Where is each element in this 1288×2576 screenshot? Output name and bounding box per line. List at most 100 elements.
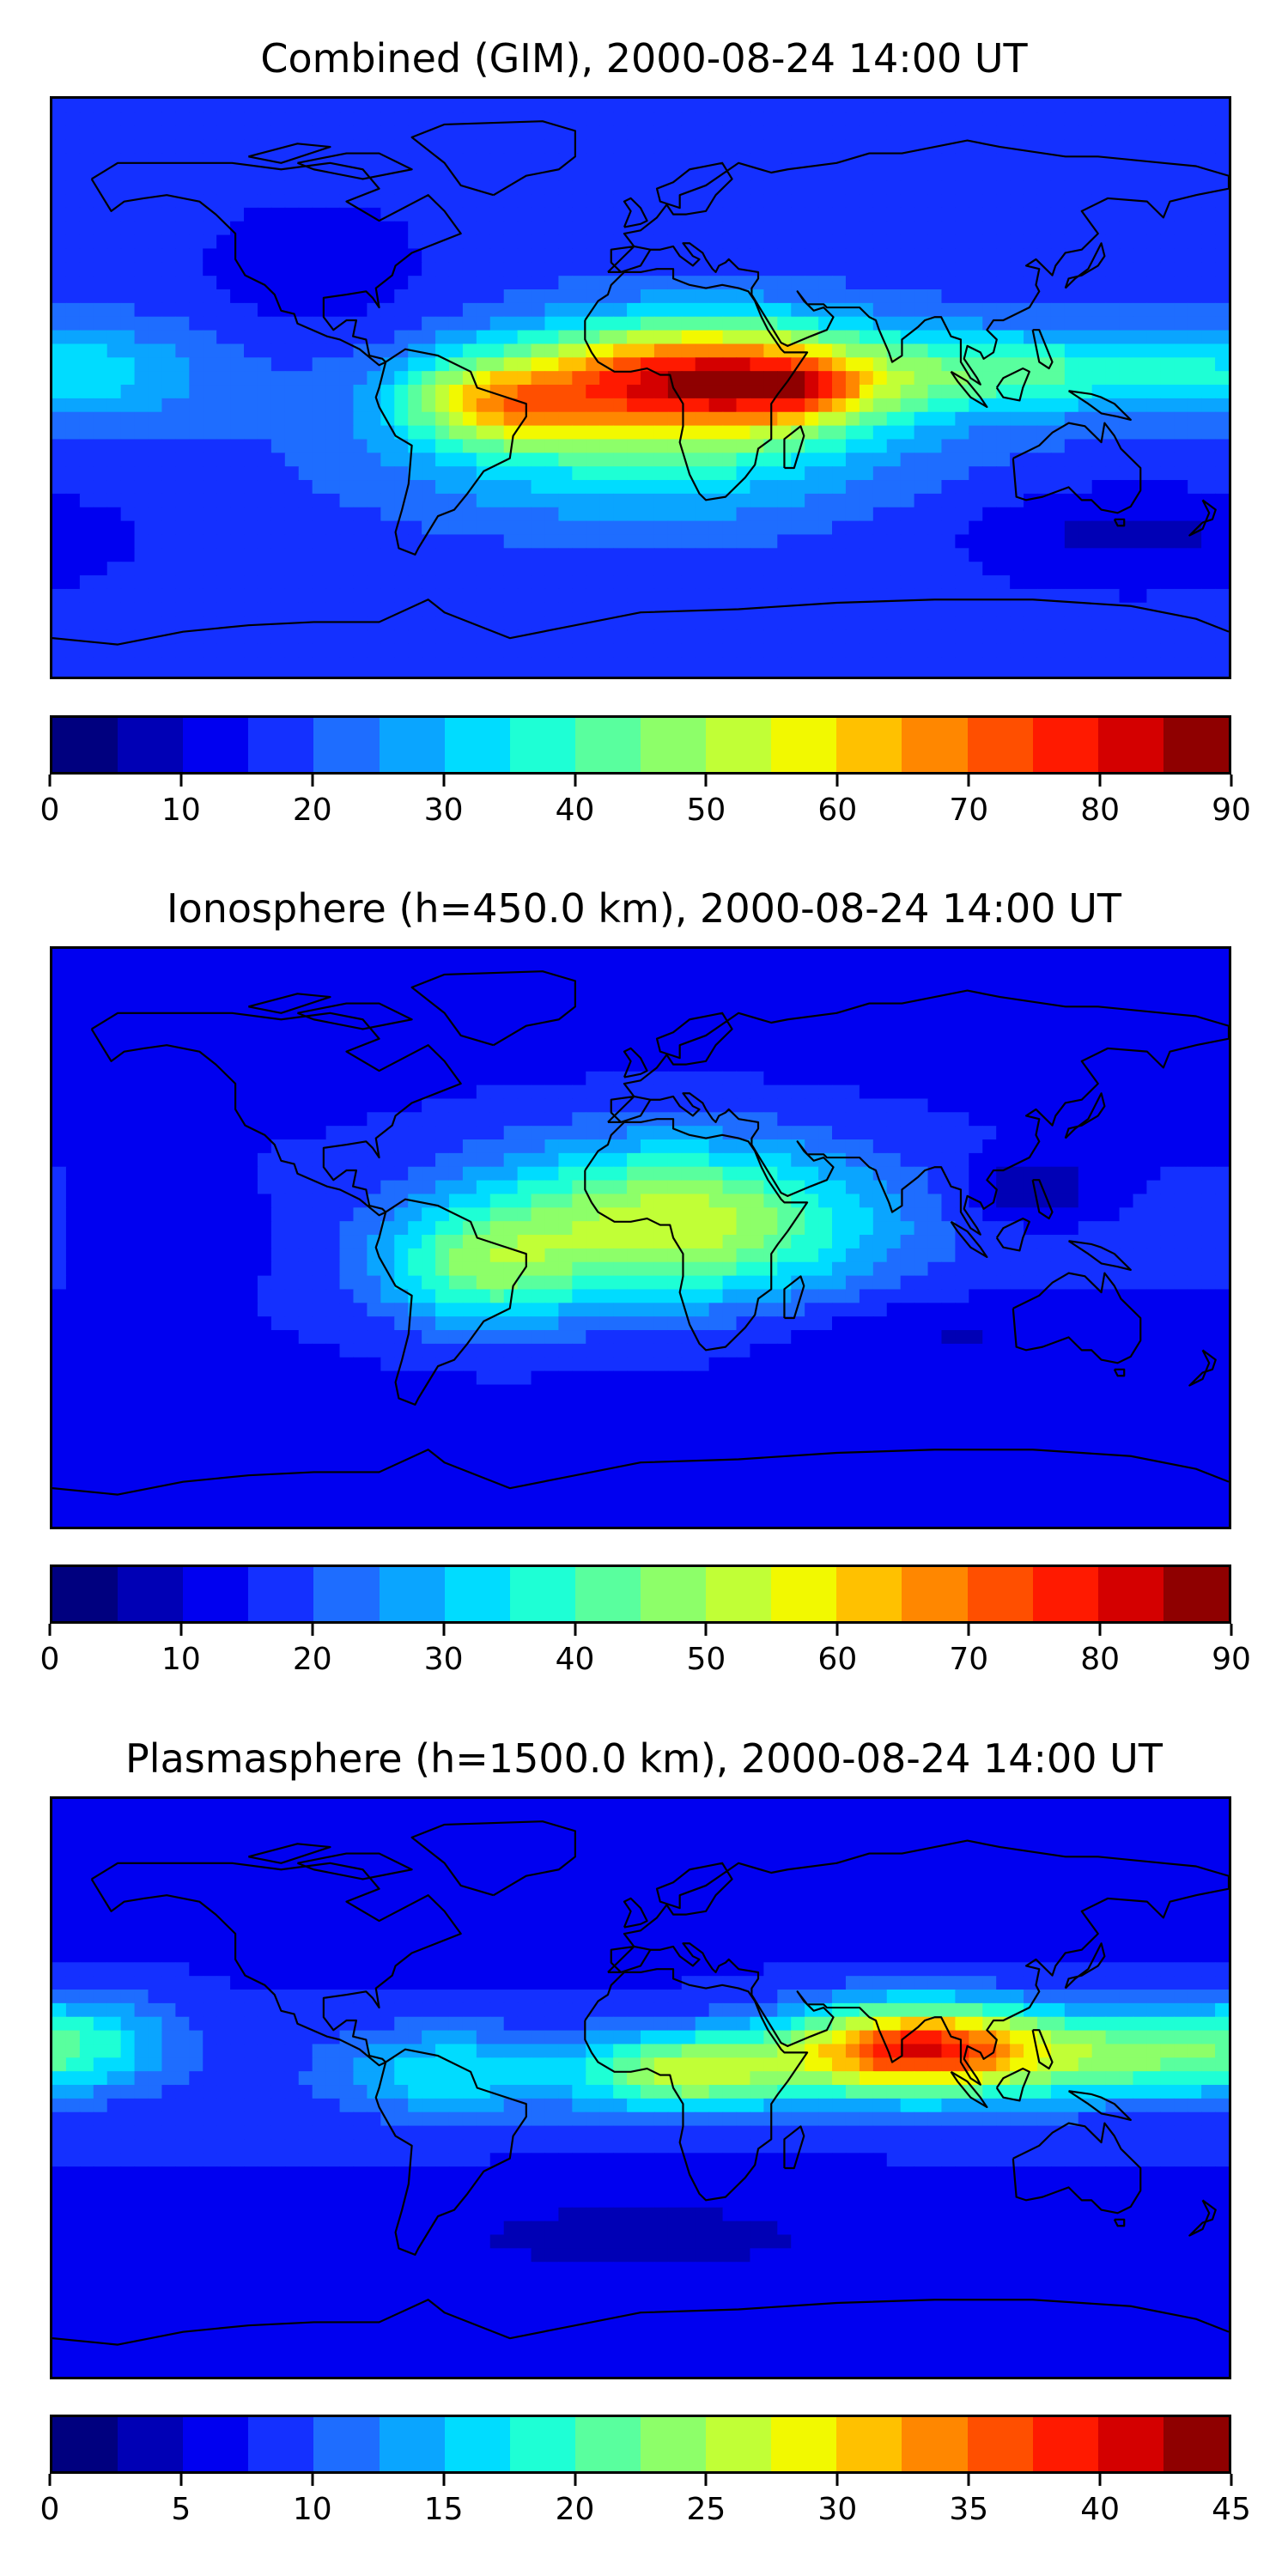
- colorbar-swatch: [379, 2417, 445, 2471]
- colorbar-tick-label: 15: [423, 2492, 464, 2527]
- colorbar-tick-label: 0: [39, 1642, 60, 1677]
- colorbar-swatch: [313, 2417, 380, 2471]
- colorbar-tick-label: 50: [686, 1642, 726, 1677]
- colorbar-tick-label: 50: [686, 793, 726, 828]
- coastline: [1031, 2029, 1054, 2070]
- colorbar-swatch: [509, 718, 575, 772]
- colorbar-swatch: [771, 2417, 837, 2471]
- coastline: [783, 2125, 805, 2170]
- colorbar-swatch: [1163, 2417, 1229, 2471]
- coastline: [1067, 390, 1132, 421]
- coastlines: [52, 120, 1229, 646]
- colorbar-tick: [574, 775, 577, 787]
- colorbar-tick: [967, 2474, 970, 2486]
- tec-field: [52, 99, 1229, 677]
- colorbar-swatch: [1097, 718, 1163, 772]
- coastline: [607, 989, 1229, 1236]
- coastline: [783, 425, 805, 470]
- coastline: [584, 1968, 809, 2202]
- coastline: [995, 1217, 1030, 1252]
- coastline: [374, 2048, 527, 2257]
- coastline: [52, 598, 1229, 646]
- tec-contour-map: [52, 99, 1229, 677]
- colorbar-tick: [1098, 775, 1102, 787]
- colorbar-swatch: [640, 718, 707, 772]
- colorbar-swatch: [1097, 1567, 1163, 1621]
- coastline: [623, 197, 648, 228]
- colorbar-tick: [967, 775, 970, 787]
- colorbar-swatch: [379, 1567, 445, 1621]
- coastline: [607, 139, 1229, 386]
- colorbar-swatch: [836, 718, 902, 772]
- colorbar-tick-label: 70: [949, 1642, 989, 1677]
- colorbar-tick: [442, 1624, 446, 1636]
- colorbar-tick: [574, 2474, 577, 2486]
- coastline: [410, 120, 576, 197]
- coastline: [1188, 499, 1217, 537]
- coastline: [374, 348, 527, 556]
- colorbar-tick: [967, 1624, 970, 1636]
- colorbar-tick: [442, 2474, 446, 2486]
- coastline: [1064, 1942, 1106, 1990]
- coastline: [1064, 1092, 1106, 1139]
- tec-contour-map: [52, 949, 1229, 1527]
- colorbar-swatch: [902, 2417, 968, 2471]
- colorbar-tick: [1230, 775, 1233, 787]
- colorbar-ticks: 0 10 20 30 40 50 60 70 80 90: [40, 775, 1251, 828]
- colorbar-tick: [1230, 2474, 1233, 2486]
- colorbar-tick: [704, 1624, 708, 1636]
- colorbar-swatch: [1097, 2417, 1163, 2471]
- colorbar-swatch: [1032, 718, 1098, 772]
- colorbar-swatch: [1163, 718, 1229, 772]
- colorbar-tick: [311, 775, 314, 787]
- colorbar-tick: [1098, 2474, 1102, 2486]
- tec-field: [52, 949, 1229, 1527]
- colorbar-tick: [48, 1624, 52, 1636]
- colorbar-ticks: 0 10 20 30 40 50 60 70 80 90: [40, 1624, 1251, 1677]
- coastline: [297, 1852, 413, 1880]
- map-ionosphere: [50, 946, 1231, 1529]
- coastline: [623, 1047, 648, 1078]
- coastline: [584, 268, 809, 501]
- colorbar-swatch: [574, 1567, 641, 1621]
- colorbar-tick-label: 40: [555, 793, 595, 828]
- coastline: [1113, 2218, 1126, 2227]
- coastline: [410, 970, 576, 1047]
- colorbar-swatch: [836, 2417, 902, 2471]
- coastline: [1031, 1179, 1054, 1220]
- coastline: [584, 1118, 809, 1352]
- colorbar-tick-label: 80: [1080, 793, 1121, 828]
- colorbar-swatch: [706, 1567, 772, 1621]
- colorbar-swatch: [379, 718, 445, 772]
- colorbar: [50, 1564, 1231, 1624]
- coastline: [783, 1275, 805, 1320]
- colorbar-tick-label: 0: [39, 793, 60, 828]
- colorbar-tick-label: 30: [423, 793, 464, 828]
- colorbar-tick-label: 20: [555, 2492, 595, 2527]
- colorbar-swatch: [706, 718, 772, 772]
- coastline: [1067, 2090, 1132, 2121]
- colorbar-tick-label: 80: [1080, 1642, 1121, 1677]
- coastline: [1012, 2122, 1142, 2215]
- coastline: [1188, 1349, 1217, 1387]
- colorbar-swatch: [640, 2417, 707, 2471]
- colorbar-tick-label: 60: [817, 793, 858, 828]
- colorbar-swatch: [574, 2417, 641, 2471]
- colorbar-tick-label: 90: [1212, 793, 1251, 828]
- coastline: [90, 1012, 462, 1217]
- coastline: [950, 2070, 988, 2109]
- coastline: [1113, 1368, 1126, 1377]
- colorbar-tick-label: 25: [686, 2492, 726, 2527]
- coastlines: [52, 970, 1229, 1496]
- colorbar-swatch: [1032, 2417, 1098, 2471]
- colorbar-swatch: [183, 718, 249, 772]
- colorbar-swatch: [574, 718, 641, 772]
- colorbar-tick: [311, 2474, 314, 2486]
- colorbar-tick-label: 90: [1212, 1642, 1251, 1677]
- colorbar-swatch: [902, 718, 968, 772]
- colorbar-swatch: [183, 2417, 249, 2471]
- coastline: [995, 2067, 1030, 2102]
- colorbar: [50, 715, 1231, 775]
- coastline: [607, 1839, 1229, 2086]
- coastline: [623, 1897, 648, 1929]
